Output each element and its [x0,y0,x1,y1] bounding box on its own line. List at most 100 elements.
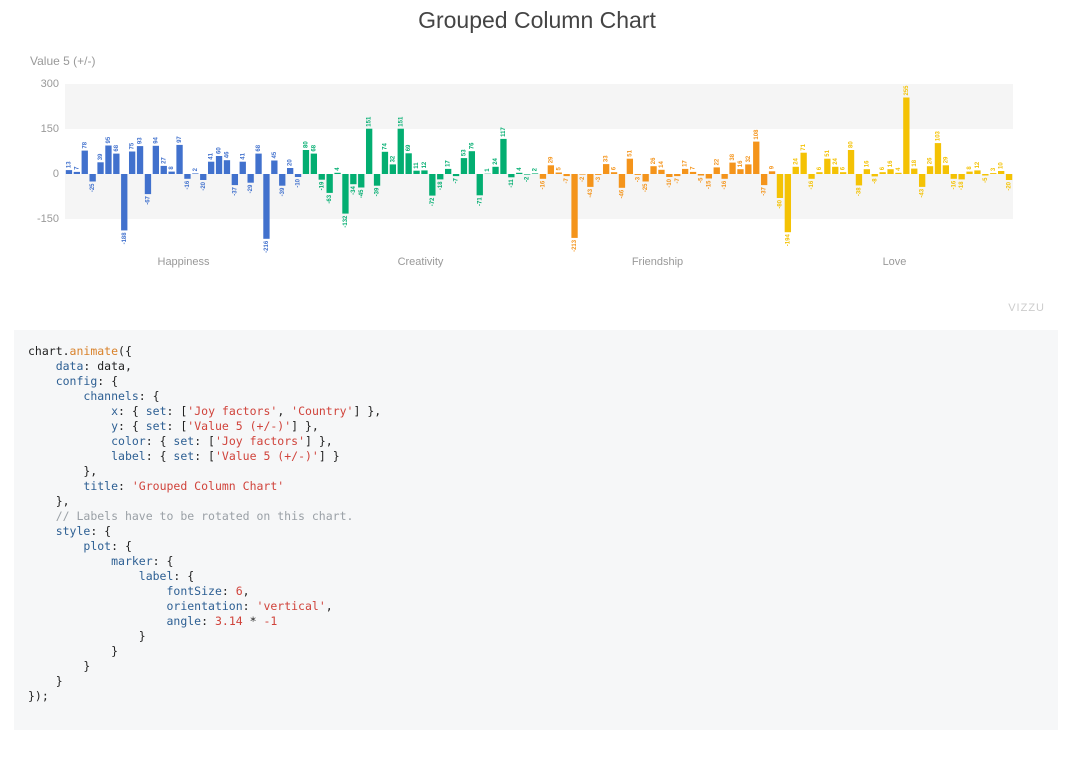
y-tick-label: -150 [37,213,59,225]
value-label: 80 [849,141,855,148]
value-label: 74 [383,142,389,149]
bar [136,146,144,174]
value-label: 29 [943,156,949,163]
bar [176,144,183,174]
bar [824,158,831,174]
bar [223,160,231,174]
code-line: label: { set: ['Value 5 (+/-)'] } [111,449,340,463]
value-label: -29 [248,184,254,193]
value-label: 24 [493,157,499,164]
bar [705,174,713,179]
value-label: 53 [462,149,468,156]
bar [460,158,468,174]
bar [397,128,404,174]
bar [342,174,349,214]
bar [65,170,73,174]
value-label: -46 [620,189,626,198]
value-label: 12 [975,161,981,168]
bar [658,169,665,174]
bar [476,174,483,196]
bar [800,152,807,174]
code-line: label: { [138,569,195,583]
y-tick-label: 300 [41,78,59,90]
bar [697,174,705,176]
bar [255,153,262,174]
chart-title: Grouped Column Chart [418,7,656,33]
code-line: }, [28,494,70,508]
value-label: 3 [991,167,997,171]
value-label: 7 [691,166,697,170]
value-label: 4 [896,167,902,171]
bar [816,172,823,174]
value-label: -16 [809,180,815,189]
value-label: 24 [793,157,799,164]
bar [745,164,752,174]
value-label: -16 [951,180,957,189]
bar [271,160,278,174]
value-label: -34 [351,186,357,195]
value-label: -71 [477,197,483,206]
bar [421,170,428,174]
bar [768,171,776,174]
code-line: config: { [55,374,119,388]
value-label: -16 [722,180,728,189]
bar [681,168,689,174]
value-label: -20 [201,181,207,190]
value-label: 255 [904,85,910,96]
value-label: 32 [746,155,752,162]
value-label: -194 [785,234,791,247]
bar [113,153,120,174]
bar [926,166,934,174]
bar [942,165,950,174]
value-label: -132 [343,215,349,228]
value-label: 33 [604,155,610,162]
bar [982,174,989,176]
value-label: -20 [1007,181,1013,190]
bar [500,138,507,174]
bar [792,166,799,174]
plot-band [65,84,1013,129]
code-line: } [28,629,146,643]
value-label: 29 [548,156,554,163]
value-label: 1 [485,168,491,172]
value-label: 6 [880,166,886,170]
bar [950,174,957,179]
group-label: Love [883,256,907,268]
value-label: 32 [390,155,396,162]
value-label: -63 [327,194,333,203]
group-label: Creativity [398,256,444,268]
value-label: 2 [193,167,199,171]
value-label: -5 [699,177,705,183]
bar [911,168,918,174]
value-label: 24 [833,157,839,164]
bar [863,169,871,174]
value-label: -188 [122,232,128,245]
bar [760,174,768,186]
value-label: 14 [659,160,665,167]
bar [373,174,381,186]
value-label: 2 [533,167,539,171]
bar [302,150,310,174]
bar [523,174,531,175]
value-label: 8 [967,166,973,170]
bar [784,174,792,233]
bar [405,153,412,174]
bar [547,165,555,174]
value-label: 68 [256,144,262,151]
bar [192,173,199,174]
bar [444,168,452,174]
bar [626,158,634,174]
bar [737,169,744,174]
value-label: 20 [288,159,294,166]
bar [753,141,760,174]
bar [666,174,673,177]
bar [674,174,681,177]
bar [508,174,515,178]
bar [618,174,626,188]
value-label: 76 [469,142,475,149]
value-label: -39 [375,187,381,196]
code-line: } [28,659,91,673]
value-label: -37 [232,186,238,195]
bar [966,171,973,174]
value-label: 17 [683,160,689,167]
